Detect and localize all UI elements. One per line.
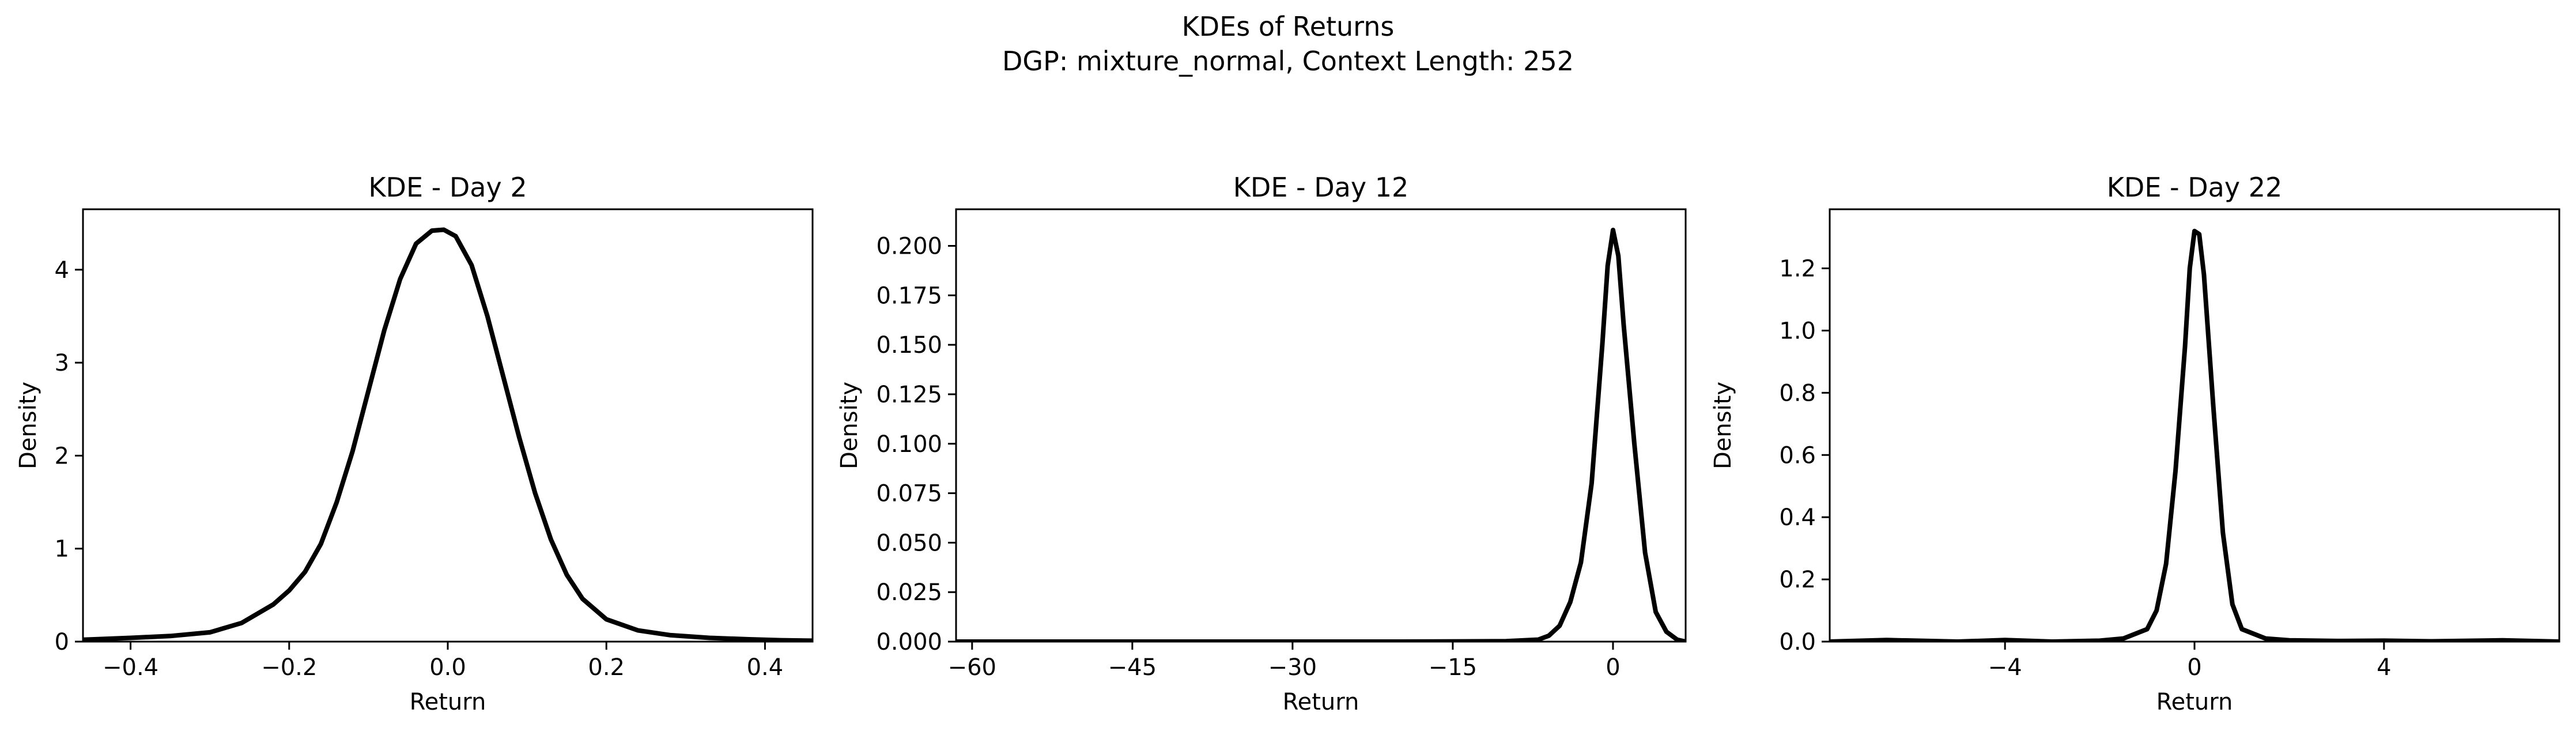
x-tick-label: 4	[2377, 654, 2391, 681]
x-tick-label: −15	[1429, 654, 1477, 681]
x-tick-label: −4	[1988, 654, 2022, 681]
y-tick-label: 0.075	[876, 481, 942, 507]
y-tick-label: 1	[55, 536, 69, 563]
subplot-3: −4 0 4 0.0 0.2 0.4 0.6 0.8 1.0 1.2 KDE - Day 22 Ret…	[1710, 172, 2560, 715]
y-tick-label: 3	[55, 350, 69, 376]
x-tick-label: −30	[1268, 654, 1317, 681]
y-tick-label: 0.2	[1779, 567, 1816, 593]
figure-title: KDEs of Returns	[1182, 11, 1395, 42]
kde-line	[956, 228, 1686, 642]
kde-line	[83, 227, 813, 642]
x-tick-label: −45	[1108, 654, 1157, 681]
y-tick-label: 4	[55, 257, 69, 284]
y-tick-label: 0.000	[876, 629, 942, 655]
figure-subtitle: DGP: mixture_normal, Context Length: 252	[1002, 46, 1574, 77]
x-tick-label: 0.0	[429, 654, 466, 681]
x-axis-label: Return	[2156, 689, 2233, 715]
y-tick-label: 0.175	[876, 282, 942, 309]
y-axis-label: Density	[836, 382, 863, 469]
x-axis-label: Return	[1283, 689, 1359, 715]
y-tick-label: 0.6	[1779, 442, 1816, 469]
subplot-title: KDE - Day 22	[2107, 172, 2282, 203]
x-tick-label: 0	[2187, 654, 2201, 681]
subplots: −0.4 −0.2 0.0 0.2 0.4 0 1 2 3 4 KDE - Day 2 Return D…	[15, 172, 2560, 715]
y-tick-label: 0	[55, 629, 69, 655]
axes-frame	[955, 208, 1687, 643]
x-axis-label: Return	[410, 689, 486, 715]
y-tick-label: 0.8	[1779, 380, 1816, 406]
y-axis-label: Density	[1710, 382, 1736, 469]
y-tick-label: 0.0	[1779, 629, 1816, 655]
x-tick-label: −0.2	[261, 654, 317, 681]
y-tick-label: 1.2	[1779, 256, 1816, 282]
y-tick-label: 1.0	[1779, 318, 1816, 344]
subplot-2: −60 −45 −30 −15 0 0.000 0.025 0.050 0.075 0.100 0.…	[836, 172, 1687, 715]
y-tick-label: 0.4	[1779, 504, 1816, 531]
y-tick-label: 0.050	[876, 530, 942, 556]
y-tick-label: 0.025	[876, 579, 942, 606]
y-tick-label: 0.100	[876, 431, 942, 458]
x-tick-label: −0.4	[103, 654, 158, 681]
subplot-1: −0.4 −0.2 0.0 0.2 0.4 0 1 2 3 4 KDE - Day 2 Return D…	[15, 172, 814, 715]
x-tick-label: 0	[1606, 654, 1620, 681]
x-tick-label: −60	[948, 654, 996, 681]
y-axis-label: Density	[15, 382, 41, 469]
y-tick-label: 0.125	[876, 382, 942, 408]
subplot-title: KDE - Day 12	[1233, 172, 1408, 203]
subplot-title: KDE - Day 2	[368, 172, 527, 203]
x-tick-label: 0.2	[588, 654, 625, 681]
y-tick-label: 2	[55, 443, 69, 469]
y-tick-label: 0.200	[876, 233, 942, 260]
x-tick-label: 0.4	[747, 654, 784, 681]
y-tick-label: 0.150	[876, 332, 942, 359]
